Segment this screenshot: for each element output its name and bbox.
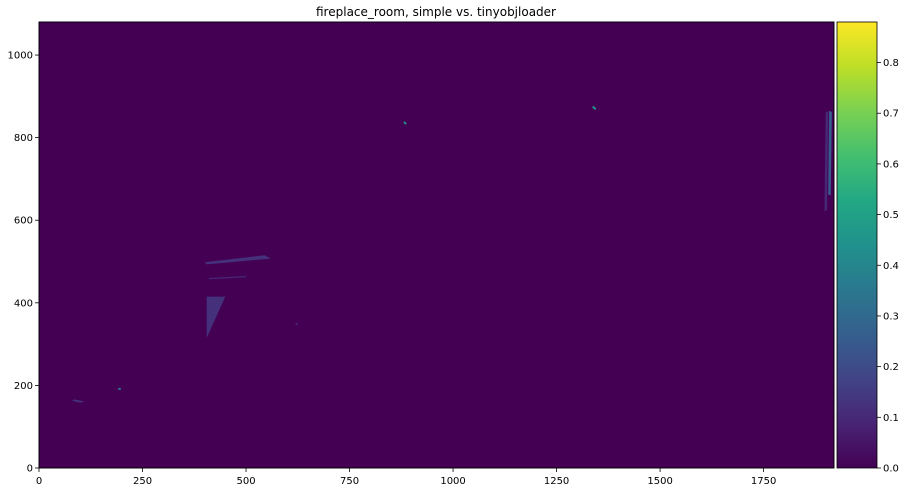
x-tick-label: 250 bbox=[133, 476, 152, 487]
heatmap-region-right-edge-dim bbox=[824, 110, 829, 212]
heatmap-region-upper-bright-speck bbox=[592, 105, 597, 110]
heatmap-region-triangle bbox=[206, 296, 226, 338]
y-tick-label: 0 bbox=[27, 464, 33, 475]
plot-frame bbox=[38, 21, 835, 469]
colorbar-tick-label: 0.5 bbox=[883, 210, 899, 221]
colorbar-tick-label: 0.0 bbox=[883, 464, 899, 475]
x-tick-label: 750 bbox=[340, 476, 359, 487]
heatmap-region-mid-bright-speck bbox=[403, 121, 407, 125]
y-tick-label: 600 bbox=[14, 216, 33, 227]
colorbar-tick-label: 0.2 bbox=[883, 362, 899, 373]
heatmap-region-low-bright-dot bbox=[118, 387, 121, 390]
y-tick-label: 400 bbox=[14, 298, 33, 309]
heatmap-region-small-dot bbox=[295, 322, 298, 326]
heatmap-region-wedge-upper bbox=[204, 255, 271, 265]
heatmap-region-right-edge-sliver bbox=[828, 110, 832, 196]
x-tick-label: 0 bbox=[36, 476, 42, 487]
colorbar: 0.0 0.1 0.2 0.3 0.4 0.5 0.6 0.7 0.8 bbox=[836, 21, 899, 475]
colorbar-tick-label: 0.8 bbox=[883, 58, 899, 69]
y-axis: 0 200 400 600 800 1000 bbox=[8, 51, 39, 475]
y-tick-label: 200 bbox=[14, 381, 33, 392]
colorbar-ticks: 0.0 0.1 0.2 0.3 0.4 0.5 0.6 0.7 0.8 bbox=[877, 58, 899, 475]
colorbar-tick-label: 0.1 bbox=[883, 413, 899, 424]
x-tick-label: 500 bbox=[236, 476, 255, 487]
heatmap-region-wedge-dashes bbox=[208, 276, 246, 280]
colorbar-tick-label: 0.6 bbox=[883, 159, 899, 170]
y-tick-label: 1000 bbox=[8, 51, 33, 62]
x-tick-label: 1000 bbox=[440, 476, 465, 487]
x-tick-label: 1750 bbox=[751, 476, 776, 487]
colorbar-gradient bbox=[836, 21, 878, 469]
heatmap-region-low-sliver bbox=[72, 399, 85, 403]
x-axis: 0 250 500 750 1000 1250 1500 1750 bbox=[36, 468, 776, 487]
x-tick-label: 1250 bbox=[544, 476, 569, 487]
heatmap-regions bbox=[72, 105, 832, 403]
heatmap-background bbox=[38, 21, 835, 469]
colorbar-tick-label: 0.4 bbox=[883, 261, 899, 272]
x-tick-label: 1500 bbox=[647, 476, 672, 487]
y-tick-label: 800 bbox=[14, 133, 33, 144]
colorbar-tick-label: 0.3 bbox=[883, 311, 899, 322]
heatmap-plot-area bbox=[38, 21, 835, 469]
colorbar-tick-label: 0.7 bbox=[883, 109, 899, 120]
chart-title: fireplace_room, simple vs. tinyobjloader bbox=[316, 5, 556, 19]
